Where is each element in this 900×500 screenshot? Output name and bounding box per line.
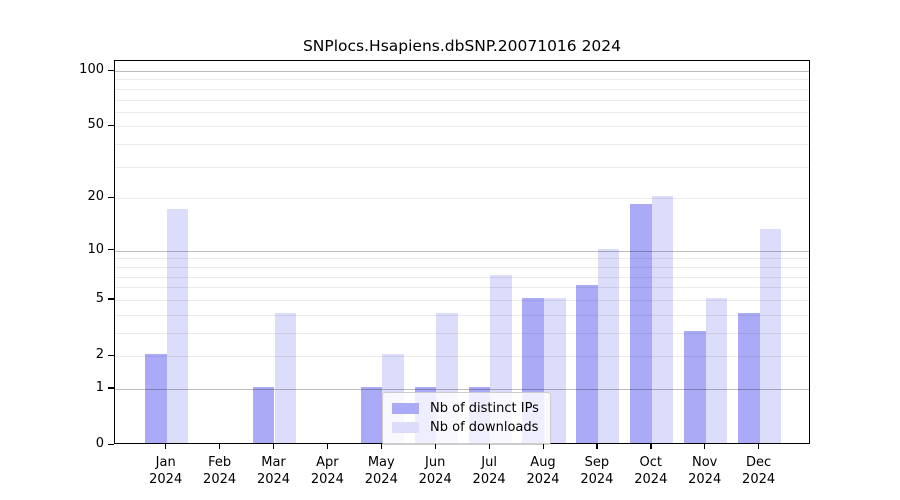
y-tick-mark bbox=[108, 196, 114, 199]
bar-distinct-ips-may bbox=[360, 386, 383, 443]
gridline-minor bbox=[115, 287, 809, 289]
gridline-major bbox=[115, 250, 809, 252]
x-tick-mark bbox=[434, 444, 436, 449]
x-axis-tick-label: Jun 2024 bbox=[418, 455, 452, 487]
gridline-major bbox=[115, 388, 809, 390]
x-axis-tick-label: Dec 2024 bbox=[742, 455, 776, 487]
legend-swatch-downloads bbox=[392, 422, 419, 433]
x-tick-mark bbox=[380, 444, 383, 449]
x-tick-mark bbox=[488, 444, 490, 449]
gridline-minor bbox=[115, 166, 809, 168]
x-tick-mark bbox=[758, 444, 760, 449]
legend-label: Nb of downloads bbox=[430, 420, 539, 435]
bar-downloads-mar bbox=[274, 312, 297, 443]
gridline-minor bbox=[115, 144, 809, 146]
bar-distinct-ips-jan bbox=[145, 354, 167, 443]
gridline-minor bbox=[115, 299, 809, 301]
gridline-minor bbox=[115, 126, 809, 128]
x-tick-mark bbox=[219, 444, 221, 449]
bar-distinct-ips-dec bbox=[738, 312, 760, 443]
bar-distinct-ips-oct bbox=[630, 204, 652, 443]
x-tick-mark bbox=[273, 444, 275, 449]
x-axis-tick-label: Mar 2024 bbox=[256, 455, 291, 487]
x-tick-mark bbox=[596, 444, 598, 449]
x-tick-mark bbox=[542, 444, 544, 449]
gridline-minor bbox=[115, 88, 809, 90]
y-axis-tick-label: 1 bbox=[95, 379, 104, 395]
gridline-minor bbox=[115, 332, 809, 334]
legend: Nb of distinct IPs Nb of downloads bbox=[382, 392, 551, 445]
y-axis-tick-label: 10 bbox=[87, 241, 104, 257]
bar-downloads-nov bbox=[705, 297, 728, 443]
plot-area: Nb of distinct IPs Nb of downloads bbox=[114, 60, 810, 445]
y-tick-mark bbox=[108, 298, 114, 300]
x-axis-tick-label: Aug 2024 bbox=[526, 455, 560, 487]
y-tick-mark bbox=[108, 387, 114, 389]
y-axis-tick-label: 20 bbox=[87, 189, 104, 205]
legend-row: Nb of distinct IPs bbox=[392, 399, 539, 418]
y-axis-tick-label: 50 bbox=[87, 117, 104, 133]
y-axis-tick-label: 100 bbox=[79, 62, 104, 77]
bar-distinct-ips-mar bbox=[252, 386, 275, 443]
gridline-minor bbox=[115, 314, 809, 316]
bar-downloads-dec bbox=[759, 229, 782, 443]
x-tick-mark bbox=[326, 444, 329, 449]
y-axis-tick-label: 2 bbox=[95, 347, 104, 362]
y-tick-mark bbox=[108, 249, 114, 251]
bar-downloads-jan bbox=[166, 208, 189, 443]
y-tick-mark bbox=[108, 69, 114, 71]
legend-swatch-distinct-ips bbox=[392, 403, 419, 414]
x-axis-tick-label: May 2024 bbox=[364, 455, 398, 487]
chart-title: SNPlocs.Hsapiens.dbSNP.20071016 2024 bbox=[302, 37, 622, 55]
x-axis-tick-label: Jul 2024 bbox=[472, 455, 506, 487]
x-axis-tick-label: Apr 2024 bbox=[310, 455, 344, 487]
gridline-minor bbox=[115, 198, 809, 200]
y-tick-mark bbox=[108, 443, 114, 445]
bar-distinct-ips-nov bbox=[684, 330, 706, 443]
x-tick-mark bbox=[650, 444, 652, 449]
gridline-minor bbox=[115, 79, 809, 81]
y-axis-tick-label: 0 bbox=[95, 436, 104, 451]
gridline-minor bbox=[115, 276, 809, 278]
x-tick-mark bbox=[704, 444, 706, 449]
x-axis-tick-label: Sep 2024 bbox=[580, 455, 614, 487]
x-axis-tick-label: Nov 2024 bbox=[688, 455, 722, 487]
gridline-minor bbox=[115, 266, 809, 268]
x-tick-mark bbox=[165, 444, 167, 449]
gridline-minor bbox=[115, 258, 809, 260]
x-axis-tick-label: Jan 2024 bbox=[149, 455, 183, 487]
gridline-minor bbox=[115, 111, 809, 113]
gridline-minor bbox=[115, 356, 809, 357]
x-axis-tick-label: Oct 2024 bbox=[634, 455, 668, 487]
x-axis-tick-label: Feb 2024 bbox=[203, 455, 237, 487]
y-axis-tick-label: 5 bbox=[95, 290, 104, 306]
y-tick-mark bbox=[108, 354, 114, 356]
bar-downloads-sep bbox=[597, 248, 620, 443]
bar-distinct-ips-sep bbox=[576, 285, 598, 443]
y-tick-mark bbox=[108, 124, 114, 127]
legend-label: Nb of distinct IPs bbox=[430, 401, 539, 416]
gridline-major bbox=[115, 71, 809, 72]
bar-downloads-oct bbox=[651, 196, 674, 443]
legend-row: Nb of downloads bbox=[392, 418, 539, 437]
gridline-minor bbox=[115, 99, 809, 101]
